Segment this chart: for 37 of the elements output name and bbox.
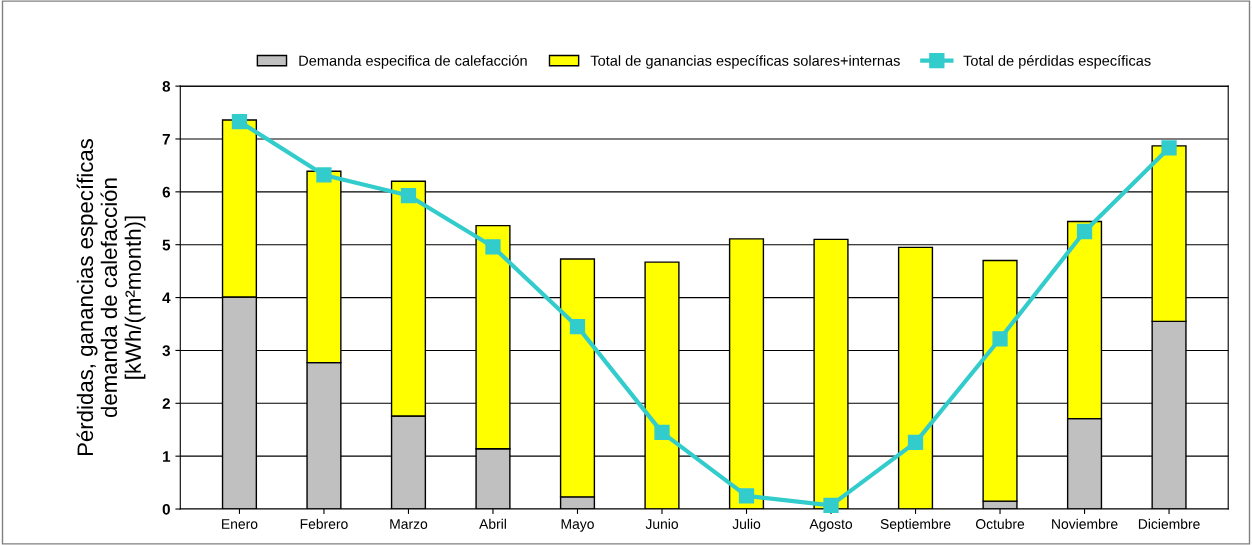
- y-tick-label: 5: [162, 239, 171, 251]
- y-axis-title: Pérdidas, ganancias específicas demanda de calefacción [kWh/(m²month)]: [76, 139, 146, 456]
- x-tick-label: Agosto: [809, 519, 853, 532]
- y-tick-label: 0: [162, 503, 170, 515]
- y-tick-label: 7: [162, 134, 170, 145]
- x-tick-label: Diciembre: [1138, 518, 1200, 529]
- y-tick-label: 1: [163, 451, 171, 462]
- legend-label: Total de ganancias específicas solares+internas: [590, 54, 900, 69]
- x-tick-label: Marzo: [390, 519, 428, 529]
- point: [1076, 223, 1093, 240]
- x-tick-label: Septiembre: [880, 518, 951, 532]
- legend-label: Demanda especifica de calefacción: [299, 54, 527, 69]
- x-tick-label: Julio: [732, 518, 761, 529]
- y-tick-label: 4: [162, 292, 171, 304]
- y-tick-label: 2: [162, 398, 170, 409]
- point: [316, 167, 332, 183]
- x-tick-label: Enero: [222, 519, 258, 529]
- y-tick-label: 6: [162, 186, 171, 198]
- y-tick-label: 3: [162, 345, 171, 357]
- x-tick-label: Abril: [479, 518, 506, 529]
- point: [569, 319, 586, 335]
- legend-label: Total de pérdidas específicas: [963, 54, 1151, 69]
- x-tick-label: Febrero: [300, 518, 348, 529]
- x-tick-label: Octubre: [975, 518, 1025, 529]
- x-tick-label: Junio: [645, 518, 679, 529]
- point: [231, 113, 248, 130]
- point: [1161, 140, 1177, 156]
- point: [823, 497, 839, 513]
- point: [992, 331, 1008, 347]
- point: [738, 488, 755, 504]
- y-tick-label: 8: [162, 80, 171, 92]
- point: [654, 424, 670, 441]
- x-tick-label: Noviembre: [1052, 518, 1118, 529]
- point: [907, 434, 924, 451]
- x-tick-label: Mayo: [561, 519, 594, 532]
- point: [485, 239, 501, 255]
- point: [400, 187, 417, 204]
